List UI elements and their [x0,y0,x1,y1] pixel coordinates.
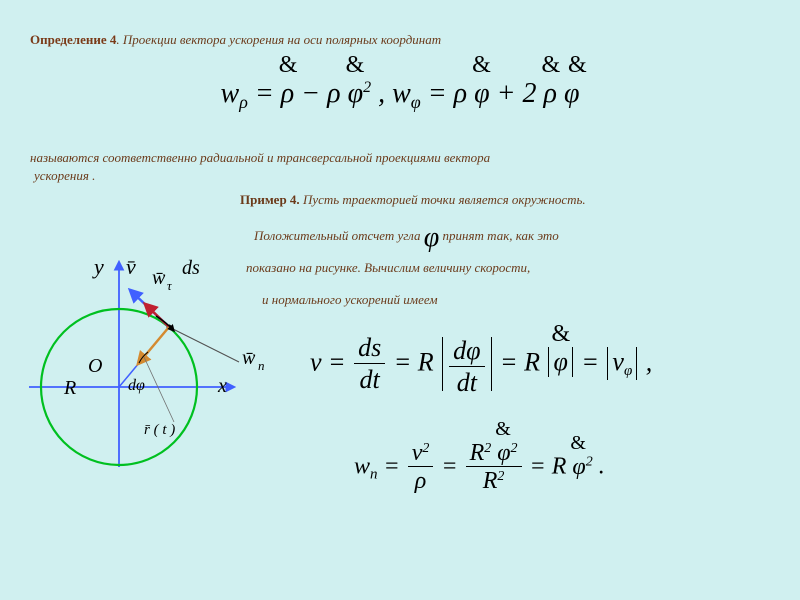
svg-text:w̄: w̄ [242,347,256,369]
frac-r2phi2-r2: R2 &φ2 R2 [466,440,522,496]
phi-dot2: &φ [348,78,364,110]
example-label: Пример 4. [240,192,300,207]
abs-vphi: vφ [607,347,637,380]
definition-line: Определение 4. Проекции вектора ускорени… [30,32,441,48]
eq: = [328,347,352,376]
phi-ddot: &φ [474,78,490,110]
eq2: = [394,347,418,376]
sq: 2 [363,79,371,96]
amp-icon: & [568,52,587,79]
frac-ds-dt: ds dt [354,334,385,395]
example-text-1: Пусть траекторией точки является окружно… [300,192,586,207]
svg-text:ds: ds [182,257,200,279]
plus: + [497,78,523,109]
equals2: = [428,78,454,109]
w-symbol2: w [392,78,411,109]
amp-icon: & [279,52,298,79]
svg-text:dφ: dφ [128,377,145,394]
example-text-2a: Положительный отсчет угла [254,228,424,243]
example-line-2: Положительный отсчет угла φ принят так, … [254,222,559,254]
called-text-2: ускорения . [34,168,95,184]
called-text-1: называются соответственно радиальной и т… [30,150,490,166]
rho-subscript: ρ [239,92,248,112]
main-formula: wρ = &ρ − ρ &φ2 , wφ = ρ &φ + 2 &ρ &φ [0,78,800,113]
amp-icon: & [495,418,511,440]
R: R [418,347,434,376]
svg-text:n: n [258,358,265,373]
phi-subscript: φ [411,92,421,112]
svg-text:O: O [88,355,102,377]
n-sub: n [370,467,378,483]
comma: , [378,78,392,109]
R2: R [524,347,540,376]
svg-text:w̄: w̄ [152,267,166,289]
example-text-2b: принят так, как это [443,228,559,243]
svg-text:v̄: v̄ [126,254,136,279]
eq: = [384,454,406,480]
example-line-4: и нормального ускорений имеем [262,292,438,308]
rho: ρ [327,78,340,109]
eq3: = [500,347,524,376]
two: 2 [523,78,537,109]
equals: = [255,78,281,109]
phi-dot-final: &φ [572,454,585,481]
minus: − [301,78,327,109]
svg-text:R: R [63,377,76,399]
eq2: = [441,454,463,480]
definition-text: Проекции вектора ускорения на оси полярн… [120,32,442,47]
comma: , [646,347,653,376]
circle-diagram: y v̄ w̄ τ ds O R dφ x w̄ n r̄ ( t ) [14,232,274,492]
frac-v2-rho: v2 ρ [408,440,434,496]
rho-dot: &ρ [544,78,557,110]
example-line-3: показано на рисунке. Вычислим величину с… [246,260,530,276]
v: v [310,347,322,376]
svg-text:τ: τ [167,278,173,293]
amp-icon: & [346,52,365,79]
dot: . [599,454,605,480]
example-line-1: Пример 4. Пусть траекторией точки являет… [240,192,586,208]
eq3: = [530,454,552,480]
w-symbol: w [221,78,240,109]
abs-phi-dot: &φ [548,347,572,377]
svg-text:x: x [217,375,227,397]
amp-icon: & [570,432,586,455]
rho2: ρ [454,78,467,109]
formula-v: v = ds dt = R dφ dt = R &φ = vφ , [310,334,652,395]
formula-wn: wn = v2 ρ = R2 &φ2 R2 = R &φ2 . [354,440,605,496]
amp-icon: & [551,321,570,348]
amp-icon: & [472,52,491,79]
definition-label: Определение 4 [30,32,116,47]
amp-icon: & [542,52,561,79]
R3: R [552,454,567,480]
rho-ddot: &ρ [281,78,294,110]
w: w [354,454,370,480]
eq4: = [581,347,605,376]
phi-big: φ [424,222,440,253]
abs-dphi-dt: dφ dt [442,337,491,391]
svg-text:r̄ ( t ): r̄ ( t ) [144,422,175,438]
phi-dot: &φ [564,78,580,110]
svg-text:y: y [92,254,104,279]
